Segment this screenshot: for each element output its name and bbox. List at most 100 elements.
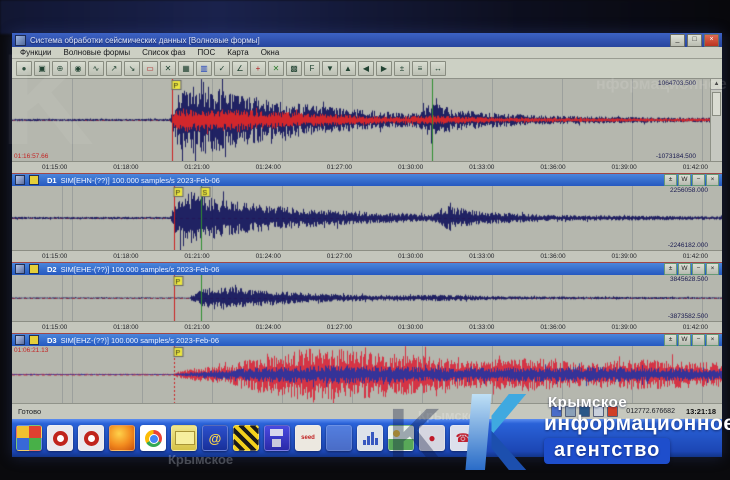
warning-icon (29, 264, 39, 274)
panel-header-button[interactable]: W (678, 174, 691, 186)
panel-header-button[interactable]: ± (664, 263, 677, 275)
panel1-header[interactable]: D1 SIM[EHN-(??)] 100.000 samples/s 2023-… (12, 173, 722, 186)
panel2-header[interactable]: D2 SIM[EHE-(??)] 100.000 samples/s 2023-… (12, 262, 722, 275)
toolbar-button[interactable]: ◀ (358, 61, 374, 76)
tray-volume-icon[interactable] (565, 406, 577, 417)
panel0-time-marker: 01:16:57.66 (14, 153, 49, 160)
panel-wave-2[interactable]: 3845628.500 -3873582.500 (12, 275, 722, 321)
menu-waveforms[interactable]: Волновые формы (63, 48, 131, 57)
panel-header-button[interactable]: ± (664, 174, 677, 186)
folder-icon[interactable] (171, 425, 197, 451)
toolbar-button[interactable]: ✓ (214, 61, 230, 76)
toolbar-button[interactable]: ▶ (376, 61, 392, 76)
toolbar-button[interactable]: ✕ (268, 61, 284, 76)
panel-header-button[interactable]: × (706, 174, 719, 186)
toolbar-button[interactable]: ▩ (286, 61, 302, 76)
toolbar-button[interactable]: ≡ (412, 61, 428, 76)
faint-app-icon[interactable] (326, 425, 352, 451)
toolbar-button[interactable]: ✕ (160, 61, 176, 76)
toolbar-button[interactable]: ∠ (232, 61, 248, 76)
panel-header-button[interactable]: − (692, 263, 705, 275)
toolbar-button[interactable]: ▦ (178, 61, 194, 76)
panel-wave-1[interactable]: 2256058.000 -2246182.000 (12, 186, 722, 250)
chrome-icon[interactable] (140, 425, 166, 451)
floppy-save-icon[interactable] (264, 425, 290, 451)
toolbar-button[interactable]: ⊕ (52, 61, 68, 76)
maximize-button[interactable]: □ (687, 33, 702, 47)
toolbar-button[interactable]: ↘ (124, 61, 140, 76)
panel-header-button[interactable]: × (706, 334, 719, 346)
panel2-title: SIM[EHE-(??)] 100.000 samples/s 2023-Feb… (60, 264, 220, 274)
menu-map[interactable]: Карта (227, 48, 249, 57)
toolbar-button[interactable]: ▼ (322, 61, 338, 76)
panel-header-button[interactable]: − (692, 174, 705, 186)
toolbar-button[interactable]: ▲ (340, 61, 356, 76)
toolbar-button[interactable]: ↗ (106, 61, 122, 76)
panel3-header[interactable]: D3 SIM[EHZ-(??)] 100.000 samples/s 2023-… (12, 333, 722, 346)
channel-icon (15, 264, 25, 274)
toolbar-button[interactable]: F (304, 61, 320, 76)
taskbar: @ seed ● ☎ (12, 419, 722, 457)
seismogram-canvas-ehe[interactable] (12, 275, 722, 321)
opera-2-icon[interactable] (78, 425, 104, 451)
menu-pos[interactable]: ПОС (197, 48, 216, 57)
panel0-max-value: 1064703.500 (658, 80, 696, 87)
axis-tick-label: 01:39:00 (611, 324, 637, 331)
panel-wave-0[interactable]: 1064703.500 -1073184.500 01:16:57.66 (12, 79, 710, 161)
firefox-icon[interactable] (109, 425, 135, 451)
menu-bar: Функции Волновые формы Список фаз ПОС Ка… (12, 47, 722, 59)
toolbar-button[interactable]: ↔ (430, 61, 446, 76)
panel3-time-marker: 01:06:21.13 (14, 347, 49, 354)
mail-at-icon[interactable]: @ (202, 425, 228, 451)
toolbar-button[interactable]: ± (394, 61, 410, 76)
toolbar-button[interactable]: ∿ (88, 61, 104, 76)
red-pin-icon[interactable]: ● (419, 425, 445, 451)
tray-app-icon[interactable] (579, 406, 591, 417)
panel-header-button[interactable]: − (692, 334, 705, 346)
menu-windows[interactable]: Окна (260, 48, 280, 57)
hazard-stripes-icon[interactable] (233, 425, 259, 451)
axis-tick-label: 01:15:00 (42, 324, 68, 331)
screen: Система обработки сейсмических данных [В… (12, 33, 722, 457)
axis-tick-label: 01:30:00 (397, 253, 424, 260)
tray-network-icon[interactable] (551, 406, 563, 417)
toolbar-button[interactable]: ▥ (196, 61, 212, 76)
channel-icon (15, 335, 25, 345)
tray-language-icon[interactable] (593, 406, 605, 417)
seismogram-canvas-ehn[interactable] (12, 186, 722, 250)
panel-header-button[interactable]: × (706, 263, 719, 275)
menu-functions[interactable]: Функции (20, 48, 52, 57)
toolbar-button[interactable]: ▭ (142, 61, 158, 76)
tray-alert-icon[interactable] (607, 406, 619, 417)
chart-app-icon[interactable] (357, 425, 383, 451)
axis-tick-label: 01:42:00 (682, 324, 708, 331)
close-button[interactable]: × (704, 33, 719, 47)
axis-tick-label: 01:36:00 (540, 164, 566, 171)
axis-tick-label: 01:24:00 (255, 164, 281, 171)
opera-icon[interactable] (47, 425, 73, 451)
menu-phase-list[interactable]: Список фаз (142, 48, 186, 57)
start-button[interactable] (16, 425, 42, 451)
panel-header-button[interactable]: W (678, 334, 691, 346)
panel3-title: SIM[EHZ-(??)] 100.000 samples/s 2023-Feb… (60, 335, 219, 345)
axis-tick-label: 01:27:00 (326, 164, 353, 171)
seismogram-canvas-overview[interactable] (12, 79, 710, 161)
minimize-button[interactable]: _ (670, 33, 685, 47)
panel-wave-3[interactable]: 01:06:21.13 (12, 346, 722, 403)
toolbar-button[interactable]: ▣ (34, 61, 50, 76)
picture-app-icon[interactable] (388, 425, 414, 451)
scroll-up-icon[interactable]: ▲ (711, 79, 722, 90)
axis-tick-label: 01:21:00 (184, 324, 210, 331)
scroll-thumb[interactable] (712, 92, 721, 116)
seed-app-icon[interactable]: seed (295, 425, 321, 451)
axis-tick-label: 01:33:00 (469, 253, 495, 260)
panel-header-button[interactable]: ± (664, 334, 677, 346)
panel-header-button[interactable]: W (678, 263, 691, 275)
axis-tick-label: 01:33:00 (469, 164, 495, 171)
panel0-scrollbar[interactable]: ▲ (710, 79, 722, 161)
toolbar-button[interactable]: ◉ (70, 61, 86, 76)
toolbar-button[interactable]: + (250, 61, 266, 76)
seismogram-canvas-ehz[interactable] (12, 346, 722, 403)
toolbar-button[interactable]: ● (16, 61, 32, 76)
phone-app-icon[interactable]: ☎ (450, 425, 476, 451)
